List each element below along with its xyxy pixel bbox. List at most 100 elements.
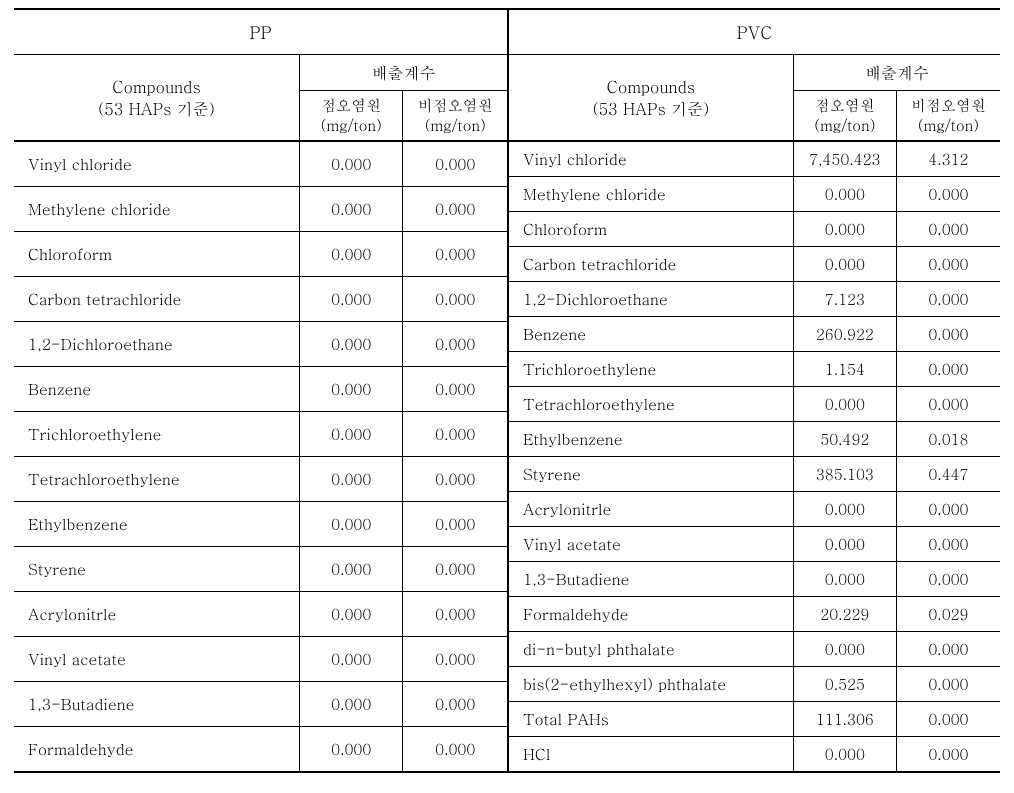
point-source-value: 7,450.423 xyxy=(794,142,897,176)
header-factors-pvc: 배출계수 점오염원 (mg/ton) 비점오염원 (mg/ton) xyxy=(794,55,1000,140)
point-source-value: 1.154 xyxy=(794,352,897,386)
nonpoint-source-value: 4.312 xyxy=(897,142,1000,176)
nonpoint-source-value: 0.000 xyxy=(897,177,1000,211)
compound-name: Carbon tetrachloride xyxy=(14,277,300,321)
nonpoint-source-value: 0.000 xyxy=(403,277,507,321)
table-row: Carbon tetrachloride0.0000.000 xyxy=(14,277,507,322)
table-row: Tetrachloroethylene0.0000.000 xyxy=(14,457,507,502)
compound-name: Styrene xyxy=(14,547,300,591)
header-sub2-pp: 비점오염원 (mg/ton) xyxy=(403,91,507,140)
table-row: Vinyl chloride0.0000.000 xyxy=(14,142,507,187)
nonpoint-source-value: 0.000 xyxy=(403,322,507,366)
point-source-value: 0.000 xyxy=(300,277,404,321)
nonpoint-source-value: 0.000 xyxy=(897,387,1000,421)
table-row: Methylene chloride0.0000.000 xyxy=(14,187,507,232)
nonpoint-source-value: 0.000 xyxy=(897,282,1000,316)
compound-name: Acrylonitrle xyxy=(509,492,794,526)
compound-name: Methylene chloride xyxy=(14,187,300,231)
header-compounds-pp: Compounds (53 HAPs 기준) xyxy=(14,55,300,140)
compound-name: 1,2-Dichloroethane xyxy=(509,282,794,316)
nonpoint-source-value: 0.018 xyxy=(897,422,1000,456)
header-factors-pp: 배출계수 점오염원 (mg/ton) 비점오염원 (mg/ton) xyxy=(300,55,507,140)
point-source-value: 260.922 xyxy=(794,317,897,351)
table-row: 1,3-Butadiene0.0000.000 xyxy=(509,562,1000,597)
table-row: Ethylbenzene0.0000.000 xyxy=(14,502,507,547)
nonpoint-source-value: 0.000 xyxy=(403,547,507,591)
compound-name: Chloroform xyxy=(14,232,300,276)
table-row: 1,2-Dichloroethane7.1230.000 xyxy=(509,282,1000,317)
point-source-value: 0.525 xyxy=(794,667,897,701)
point-source-value: 0.000 xyxy=(300,187,404,231)
compound-name: Methylene chloride xyxy=(509,177,794,211)
compound-name: bis(2-ethylhexyl) phthalate xyxy=(509,667,794,701)
point-source-value: 0.000 xyxy=(300,682,404,726)
point-source-value: 0.000 xyxy=(300,367,404,411)
compound-name: Ethylbenzene xyxy=(509,422,794,456)
nonpoint-source-value: 0.000 xyxy=(897,352,1000,386)
table-row: Trichloroethylene0.0000.000 xyxy=(14,412,507,457)
table-row: 1,2-Dichloroethane0.0000.000 xyxy=(14,322,507,367)
point-source-value: 0.000 xyxy=(300,592,404,636)
nonpoint-source-value: 0.000 xyxy=(403,727,507,771)
nonpoint-source-value: 0.000 xyxy=(897,492,1000,526)
point-source-value: 0.000 xyxy=(300,727,404,771)
pane-title-pp: PP xyxy=(14,10,507,54)
table-row: Benzene260.9220.000 xyxy=(509,317,1000,352)
point-source-value: 50.492 xyxy=(794,422,897,456)
header-sub1-pvc: 점오염원 (mg/ton) xyxy=(794,91,897,140)
table-row: Tetrachloroethylene0.0000.000 xyxy=(509,387,1000,422)
table-row: Ethylbenzene50.4920.018 xyxy=(509,422,1000,457)
table-row: Styrene0.0000.000 xyxy=(14,547,507,592)
table-body-pp: Vinyl chloride0.0000.000Methylene chlori… xyxy=(14,140,507,773)
nonpoint-source-value: 0.000 xyxy=(897,737,1000,771)
point-source-value: 111.306 xyxy=(794,702,897,736)
compound-name: Trichloroethylene xyxy=(509,352,794,386)
pane-pvc: PVC Compounds (53 HAPs 기준) 배출계수 점오염원 (mg… xyxy=(507,10,1000,773)
table-row: Vinyl chloride7,450.4234.312 xyxy=(509,142,1000,177)
nonpoint-source-value: 0.000 xyxy=(897,317,1000,351)
point-source-value: 0.000 xyxy=(794,737,897,771)
compound-name: Vinyl acetate xyxy=(14,637,300,681)
compound-name: Benzene xyxy=(509,317,794,351)
table-row: bis(2-ethylhexyl) phthalate0.5250.000 xyxy=(509,667,1000,702)
compound-name: Formaldehyde xyxy=(14,727,300,771)
table-row: Chloroform0.0000.000 xyxy=(14,232,507,277)
nonpoint-source-value: 0.000 xyxy=(403,592,507,636)
table-row: Trichloroethylene1.1540.000 xyxy=(509,352,1000,387)
compound-name: Formaldehyde xyxy=(509,597,794,631)
point-source-value: 0.000 xyxy=(300,142,404,186)
point-source-value: 0.000 xyxy=(300,232,404,276)
point-source-value: 0.000 xyxy=(300,502,404,546)
nonpoint-source-value: 0.000 xyxy=(897,247,1000,281)
table-row: Acrylonitrle0.0000.000 xyxy=(14,592,507,637)
nonpoint-source-value: 0.000 xyxy=(897,632,1000,666)
table-row: Vinyl acetate0.0000.000 xyxy=(509,527,1000,562)
compound-name: Styrene xyxy=(509,457,794,491)
table-row: Formaldehyde20.2290.029 xyxy=(509,597,1000,632)
table-row: Acrylonitrle0.0000.000 xyxy=(509,492,1000,527)
point-source-value: 20.229 xyxy=(794,597,897,631)
compound-name: 1,3-Butadiene xyxy=(509,562,794,596)
header-compounds-l2: (53 HAPs 기준) xyxy=(98,97,215,120)
header-compounds-pvc: Compounds (53 HAPs 기준) xyxy=(509,55,794,140)
compound-name: Ethylbenzene xyxy=(14,502,300,546)
compound-name: Tetrachloroethylene xyxy=(509,387,794,421)
compound-name: Benzene xyxy=(14,367,300,411)
table-row: Vinyl acetate0.0000.000 xyxy=(14,637,507,682)
nonpoint-source-value: 0.000 xyxy=(403,682,507,726)
table-row: 1,3-Butadiene0.0000.000 xyxy=(14,682,507,727)
nonpoint-source-value: 0.447 xyxy=(897,457,1000,491)
table-row: Chloroform0.0000.000 xyxy=(509,212,1000,247)
table-body-pvc: Vinyl chloride7,450.4234.312Methylene ch… xyxy=(509,140,1000,773)
nonpoint-source-value: 0.000 xyxy=(897,667,1000,701)
emission-factor-table: PP Compounds (53 HAPs 기준) 배출계수 점오염원 (mg/… xyxy=(0,0,1014,793)
compound-name: Vinyl acetate xyxy=(509,527,794,561)
header-factor-title-pvc: 배출계수 xyxy=(794,55,1000,91)
nonpoint-source-value: 0.000 xyxy=(897,212,1000,246)
point-source-value: 0.000 xyxy=(794,527,897,561)
compound-name: Acrylonitrle xyxy=(14,592,300,636)
compound-name: di-n-butyl phthalate xyxy=(509,632,794,666)
table-row: Carbon tetrachloride0.0000.000 xyxy=(509,247,1000,282)
nonpoint-source-value: 0.000 xyxy=(403,232,507,276)
point-source-value: 0.000 xyxy=(794,632,897,666)
